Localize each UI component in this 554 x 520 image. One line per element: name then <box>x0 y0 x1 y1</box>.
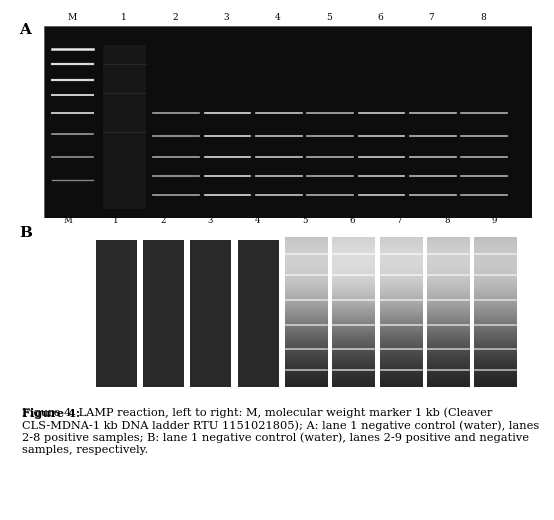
Text: 6: 6 <box>350 216 355 226</box>
Text: 8: 8 <box>444 216 449 226</box>
Text: 7: 7 <box>397 216 402 226</box>
Text: M: M <box>68 13 77 22</box>
Text: Figure 4: LAMP reaction, left to right: M, molecular weight marker 1 kb (Cleaver: Figure 4: LAMP reaction, left to right: … <box>22 408 540 454</box>
Text: 1: 1 <box>112 216 118 226</box>
Text: Figure 4:: Figure 4: <box>22 408 80 419</box>
Text: 1: 1 <box>121 13 126 22</box>
Text: 3: 3 <box>223 13 229 22</box>
Bar <box>143 240 184 387</box>
Bar <box>190 240 232 387</box>
Text: 2: 2 <box>160 216 166 226</box>
Text: 8: 8 <box>480 13 486 22</box>
Text: 3: 3 <box>207 216 213 226</box>
Text: 6: 6 <box>377 13 383 22</box>
Text: 5: 5 <box>302 216 307 226</box>
Bar <box>95 240 137 387</box>
Text: A: A <box>19 23 31 37</box>
Text: M: M <box>64 216 73 226</box>
Bar <box>103 45 146 209</box>
Bar <box>238 240 279 387</box>
Text: 7: 7 <box>429 13 434 22</box>
Text: 5: 5 <box>326 13 332 22</box>
Text: 9: 9 <box>491 216 497 226</box>
Text: B: B <box>19 226 32 240</box>
Text: 4: 4 <box>255 216 260 226</box>
Text: 2: 2 <box>172 13 178 22</box>
Text: 4: 4 <box>275 13 280 22</box>
